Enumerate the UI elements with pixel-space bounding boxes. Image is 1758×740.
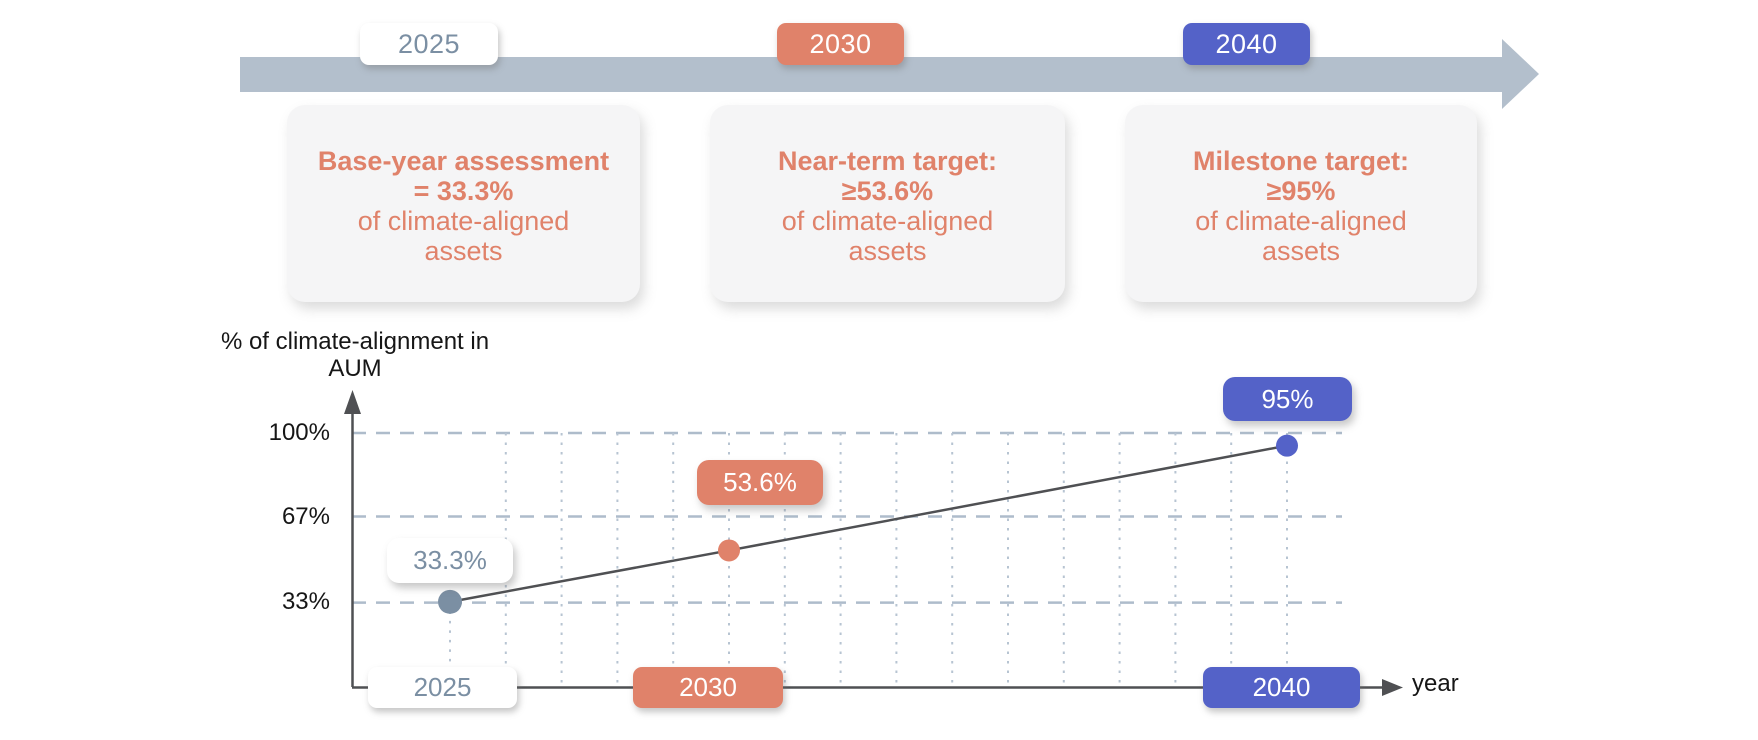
chart-series [438, 434, 1298, 614]
card-body-line: of climate-aligned [1195, 205, 1407, 236]
timeline-arrow-icon [1502, 39, 1539, 109]
timeline-year-label: 2040 [1215, 28, 1278, 59]
trend-line [449, 444, 1288, 604]
timeline-year-label: 2030 [809, 28, 872, 59]
y-axis-title: % of climate-alignment in AUM [205, 328, 505, 382]
x-tick-2030: 2030 [633, 667, 783, 708]
timeline-year-label: 2025 [397, 28, 461, 59]
card-title-line: Base-year assessment [317, 145, 610, 176]
y-axis-arrow-icon [344, 390, 361, 414]
data-label-2025: 33.3% [387, 538, 513, 583]
data-point-2025 [438, 589, 462, 614]
x-axis-arrow-icon [1382, 679, 1403, 696]
milestone-card-2040: Milestone target: ≥95% of climate-aligne… [1125, 105, 1477, 302]
card-title-line: ≥95% [1266, 175, 1336, 206]
timeline-year-pill-2040: 2040 [1183, 23, 1310, 65]
card-body-line: assets [1261, 235, 1341, 266]
y-tick-100: 100% [268, 419, 330, 446]
data-label-2040: 95% [1223, 377, 1352, 421]
data-label-2030: 53.6% [697, 460, 823, 505]
card-title-line: Near-term target: [777, 145, 998, 176]
card-title-line: Milestone target: [1192, 145, 1410, 176]
card-body-line: of climate-aligned [357, 205, 570, 236]
timeline-year-pill-2030: 2030 [777, 23, 904, 65]
y-axis-title-line: % of climate-alignment in [220, 328, 490, 355]
milestone-card-2030: Near-term target: ≥53.6% of climate-alig… [710, 105, 1065, 302]
data-point-2030 [718, 539, 740, 562]
y-axis-title-line: AUM [328, 355, 382, 382]
data-point-2040 [1276, 434, 1298, 457]
card-body-line: assets [848, 235, 927, 266]
card-body-line: assets [424, 235, 503, 266]
chart-gridlines [352, 431, 1342, 687]
y-tick-33: 33% [281, 588, 330, 615]
x-axis-title: year [1412, 670, 1459, 697]
timeline-year-pill-2025: 2025 [360, 23, 498, 65]
x-tick-2040: 2040 [1203, 667, 1360, 708]
card-body-line: of climate-aligned [781, 205, 994, 236]
milestone-card-2025: Base-year assessment = 33.3% of climate-… [287, 105, 640, 302]
y-tick-67: 67% [281, 503, 330, 530]
x-tick-2025: 2025 [368, 667, 517, 708]
card-title-line: = 33.3% [413, 175, 514, 206]
card-title-line: ≥53.6% [841, 175, 934, 206]
